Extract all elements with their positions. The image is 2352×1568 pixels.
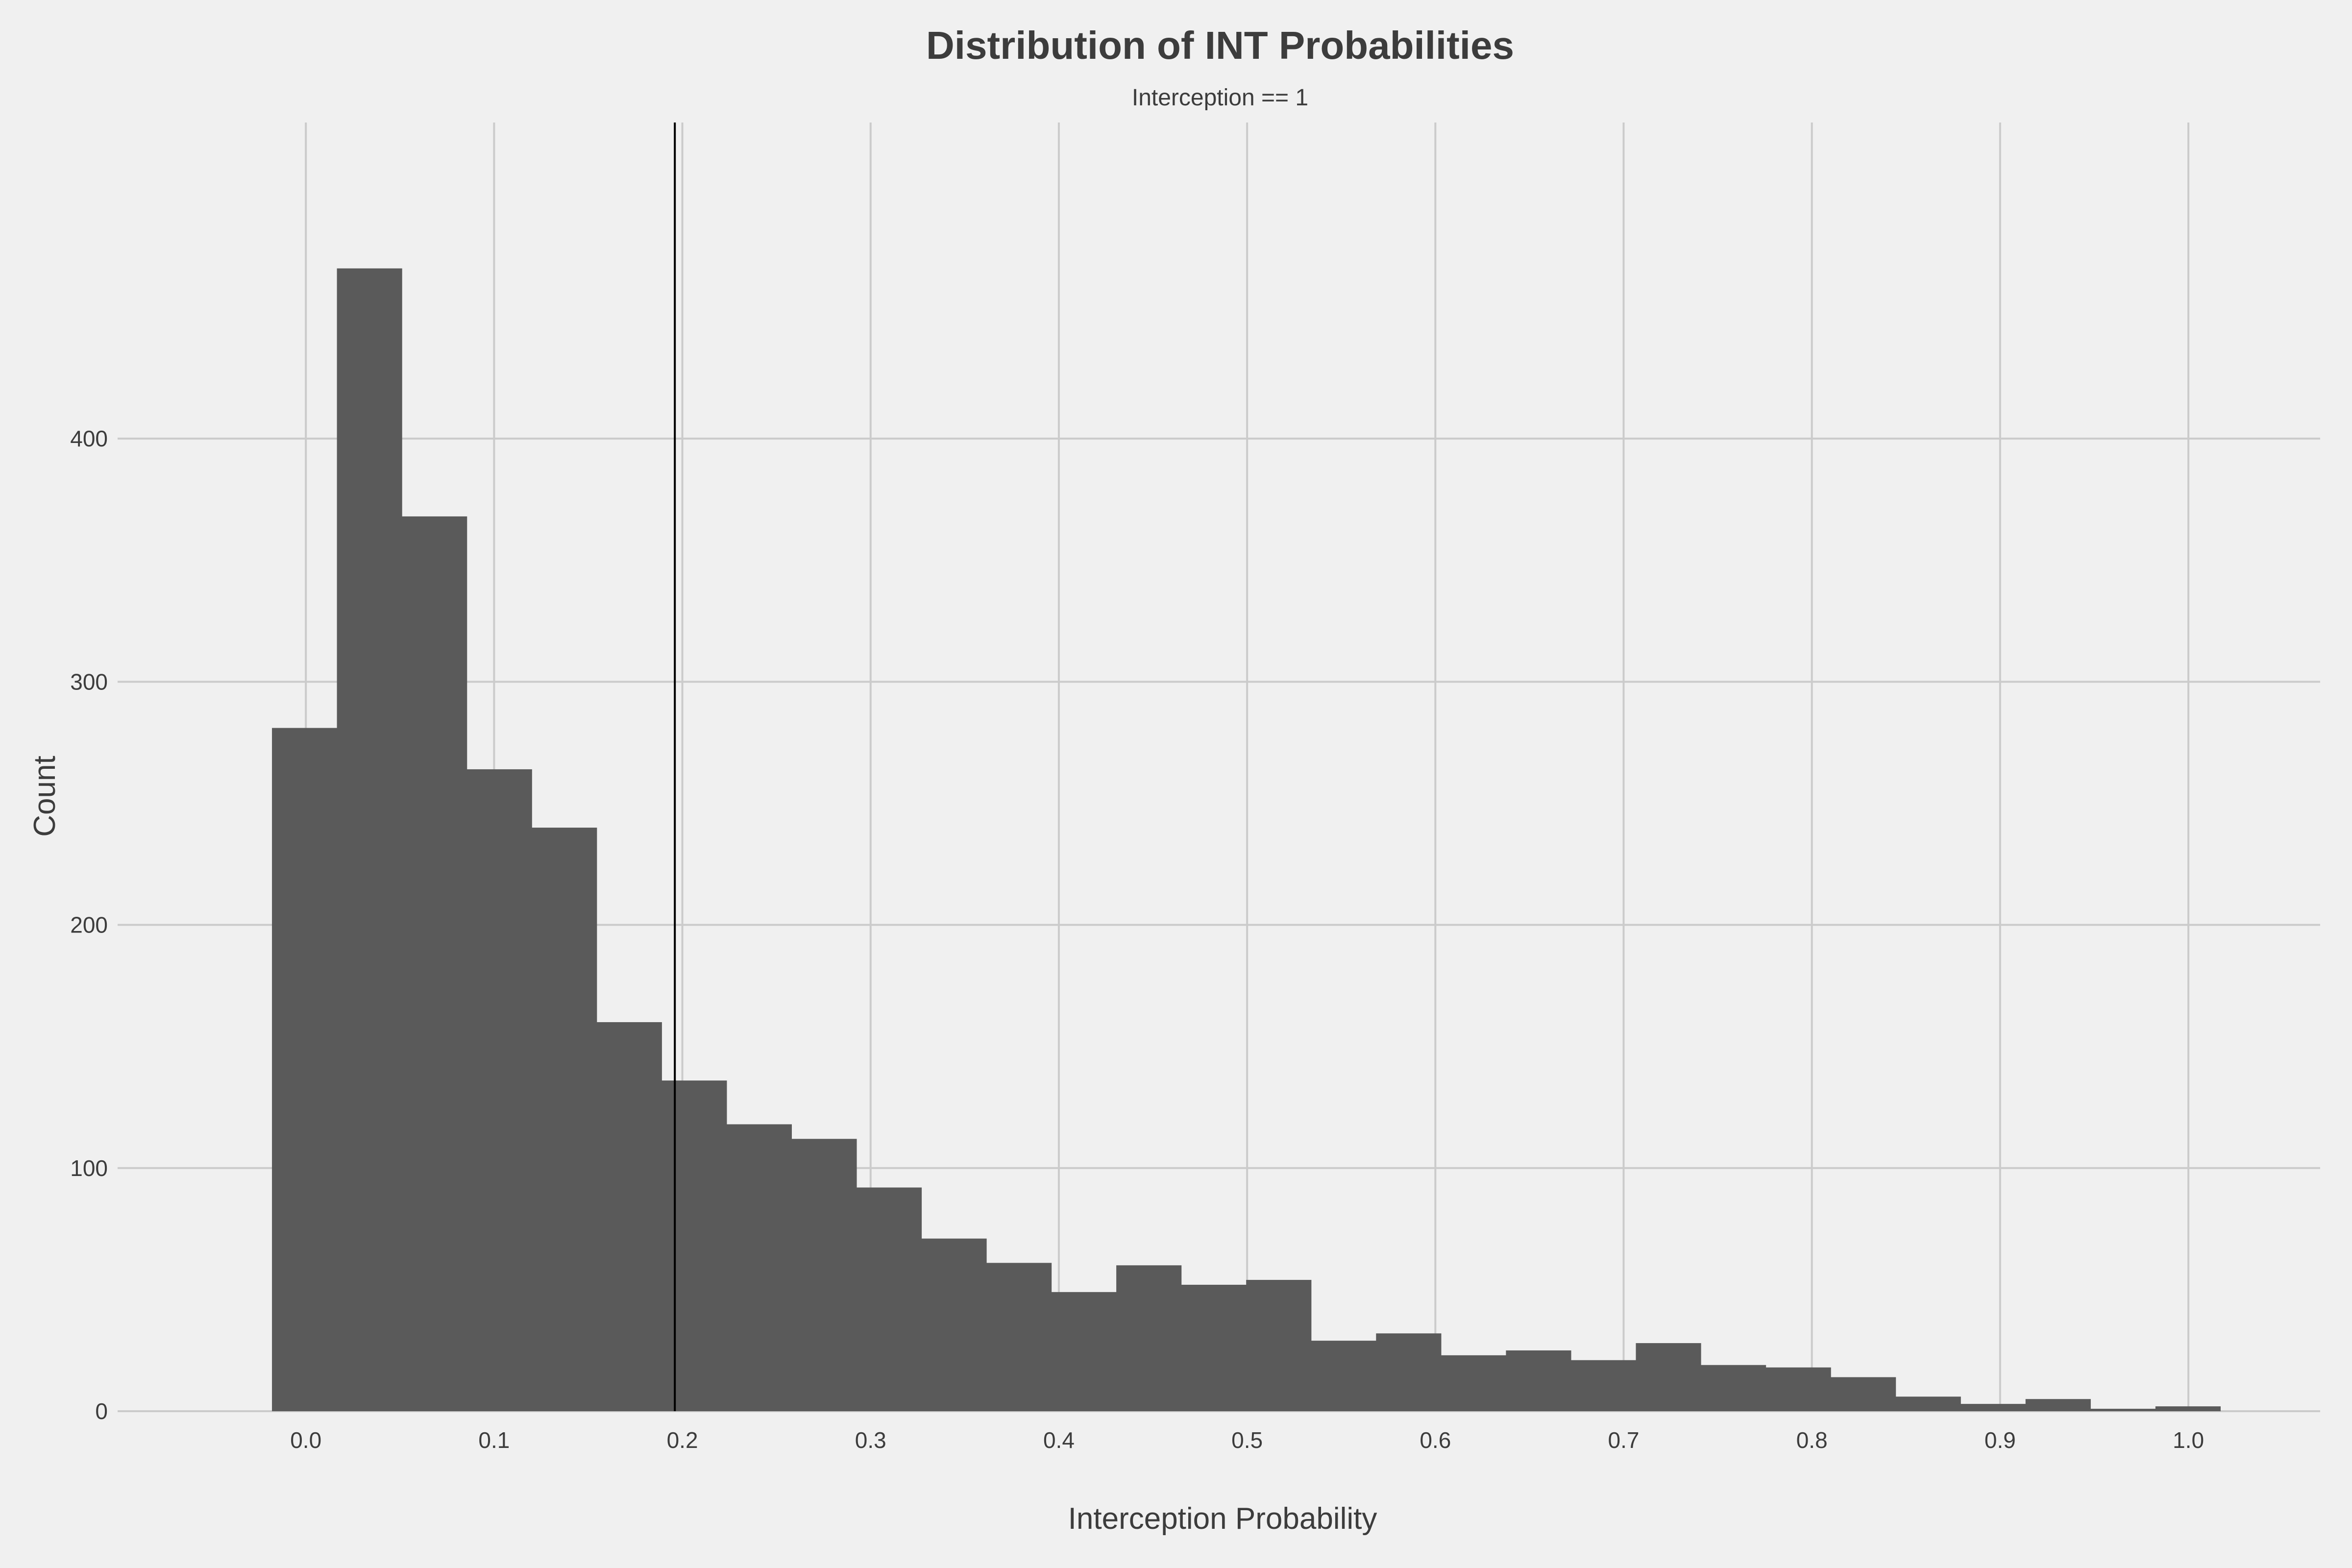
histogram-bar <box>1960 1404 2026 1411</box>
x-tick-labels: 0.0 0.1 0.2 0.3 0.4 0.5 0.6 0.7 0.8 0.9 1.0 <box>290 1427 2204 1453</box>
grid-lines <box>118 122 2320 1412</box>
x-tick-label: 0.5 <box>1231 1427 1263 1453</box>
histogram-bar <box>532 828 597 1411</box>
histogram-bar <box>2025 1399 2091 1411</box>
histogram-bar <box>1701 1365 1766 1411</box>
histogram-bar <box>1895 1396 1961 1411</box>
histogram-bar <box>1311 1341 1376 1411</box>
x-tick-label: 0.3 <box>855 1427 886 1453</box>
histogram-bar <box>1376 1333 1442 1411</box>
histogram-bar <box>1506 1350 1571 1411</box>
histogram-bar <box>662 1080 727 1411</box>
histogram-bar <box>1636 1343 1701 1411</box>
histogram-bar <box>2090 1409 2156 1411</box>
x-tick-label: 0.2 <box>667 1427 698 1453</box>
y-tick-labels: 0 100 200 300 400 <box>70 426 108 1424</box>
histogram-bar <box>272 728 338 1411</box>
x-tick-label: 0.7 <box>1608 1427 1640 1453</box>
x-tick-label: 1.0 <box>2173 1427 2204 1453</box>
histogram-bar <box>1570 1360 1637 1411</box>
x-tick-label: 0.8 <box>1796 1427 1828 1453</box>
histogram-bar <box>856 1187 922 1411</box>
y-tick-label: 400 <box>70 426 108 451</box>
histogram-bar <box>596 1022 662 1411</box>
histogram-bar <box>791 1139 857 1411</box>
y-tick-label: 200 <box>70 912 108 938</box>
histogram-bar <box>1441 1355 1506 1411</box>
chart-subtitle: Interception == 1 <box>1132 85 1308 111</box>
x-tick-label: 0.1 <box>478 1427 510 1453</box>
x-tick-label: 0.0 <box>290 1427 321 1453</box>
y-axis-label: Count <box>28 756 62 836</box>
y-tick-label: 0 <box>95 1398 108 1424</box>
histogram-bars <box>272 268 2221 1411</box>
histogram-bar <box>1246 1280 1312 1411</box>
x-tick-label: 0.6 <box>1420 1427 1451 1453</box>
x-tick-label: 0.4 <box>1043 1427 1075 1453</box>
chart-title: Distribution of INT Probabilities <box>926 24 1514 67</box>
histogram-bar <box>726 1124 792 1411</box>
y-tick-label: 300 <box>70 669 108 694</box>
histogram-bar <box>1765 1367 1831 1411</box>
x-axis-label: Interception Probability <box>1068 1502 1377 1536</box>
histogram-bar <box>2155 1406 2221 1411</box>
histogram-bar <box>1051 1292 1117 1411</box>
histogram-bar <box>1116 1265 1182 1411</box>
histogram-bar <box>1831 1377 1896 1411</box>
y-tick-label: 100 <box>70 1155 108 1181</box>
histogram-bar <box>466 769 532 1411</box>
x-tick-label: 0.9 <box>1984 1427 2016 1453</box>
histogram-bar <box>921 1238 987 1411</box>
histogram-bar <box>337 268 402 1411</box>
histogram-bar <box>402 516 467 1411</box>
histogram-bar <box>986 1263 1052 1411</box>
histogram-bar <box>1181 1284 1247 1411</box>
